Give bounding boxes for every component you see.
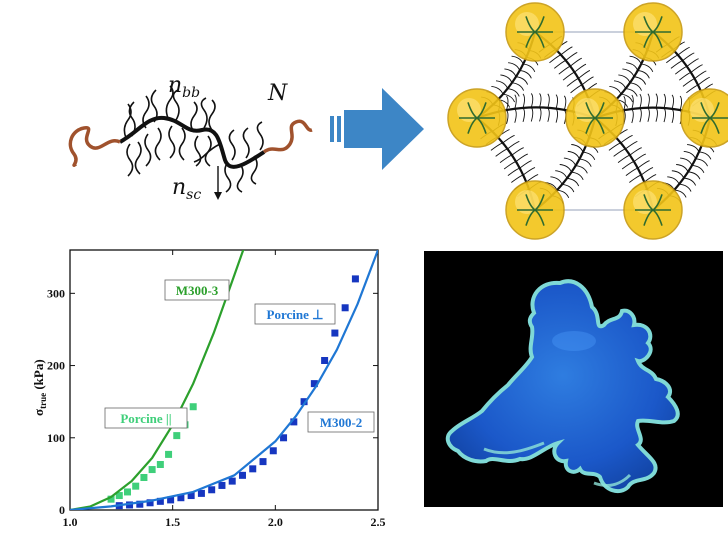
network-crosslink-bead	[505, 180, 565, 240]
stress-strain-chart: 1.0 1.5 2.0 2.5 0 100 200 300 σtrue (kPa) M300-3 P…	[31, 249, 386, 529]
fit-line-m300-3	[70, 250, 245, 510]
data-point	[208, 486, 216, 494]
data-point	[228, 477, 236, 485]
y-axis-label: σtrue (kPa)	[31, 359, 48, 416]
y-tick-label: 300	[47, 286, 65, 300]
x-tick-label: 1.0	[63, 515, 78, 529]
data-point	[167, 496, 175, 504]
svg-text:Porcine ⊥: Porcine ⊥	[267, 307, 324, 322]
x-tick-label: 2.5	[371, 515, 386, 529]
network-crosslink-bead	[680, 88, 728, 148]
data-point	[259, 458, 267, 466]
network-crosslink-bead	[623, 2, 683, 62]
data-point	[341, 304, 349, 312]
network-crosslink-bead	[447, 88, 507, 148]
data-point	[132, 482, 140, 490]
data-point	[218, 481, 226, 489]
data-point	[321, 357, 329, 364]
linear-chain-label: N	[267, 81, 288, 106]
network-crosslink-bead	[623, 180, 683, 240]
data-point	[351, 275, 359, 283]
annotation-m300-2: M300-2	[307, 411, 375, 433]
side-chains	[123, 85, 264, 193]
annotation-m300-3: M300-3	[164, 279, 230, 301]
data-point	[136, 500, 144, 508]
data-point	[187, 492, 195, 500]
y-tick-label: 100	[47, 431, 65, 445]
data-point	[148, 466, 156, 474]
data-point	[290, 418, 298, 426]
data-point	[189, 403, 197, 411]
data-point	[140, 474, 148, 481]
y-tick-label: 0	[59, 503, 65, 517]
data-point	[238, 471, 246, 479]
data-point	[331, 329, 339, 337]
data-point	[269, 447, 277, 455]
data-point	[107, 495, 115, 503]
data-point	[177, 494, 185, 502]
x-tick-label: 1.5	[165, 515, 180, 529]
data-point	[146, 499, 154, 507]
y-tick-label: 200	[47, 359, 65, 373]
network-crosslink-bead	[505, 2, 565, 62]
data-point	[115, 492, 123, 500]
network-crosslink-bead	[565, 88, 625, 148]
transformation-arrow-icon	[330, 88, 424, 170]
bottlebrush-network-diagram	[447, 2, 728, 240]
backbone-label: nbb	[168, 73, 200, 101]
data-point	[300, 398, 308, 406]
sidechain-label: nsc	[172, 175, 201, 203]
data-point	[249, 465, 257, 473]
butterfly-gel	[445, 279, 680, 494]
data-point	[173, 432, 181, 440]
x-tick-label: 2.0	[268, 515, 283, 529]
bottlebrush-molecule-diagram: nbb nsc N	[68, 73, 313, 203]
data-point	[197, 489, 205, 497]
plot-frame	[69, 249, 379, 511]
svg-text:M300-2: M300-2	[320, 415, 363, 430]
backbone-chain	[118, 115, 266, 169]
data-point	[310, 380, 318, 388]
data-point	[156, 461, 164, 468]
fit-line-m300-2	[70, 250, 378, 510]
butterfly-shaped-gel-photo	[424, 251, 723, 507]
linear-chain-left	[68, 126, 121, 167]
annotation-porcine-parallel: Porcine ||	[104, 407, 188, 429]
data-point	[156, 497, 164, 505]
annotation-porcine-perpendicular: Porcine ⊥	[254, 303, 336, 325]
data-point	[126, 501, 134, 509]
svg-text:M300-3: M300-3	[176, 283, 219, 298]
linear-chain-right	[262, 119, 313, 154]
data-point	[123, 488, 131, 496]
data-point	[280, 434, 288, 442]
data-point	[165, 450, 173, 458]
svg-text:Porcine ||: Porcine ||	[120, 411, 171, 426]
